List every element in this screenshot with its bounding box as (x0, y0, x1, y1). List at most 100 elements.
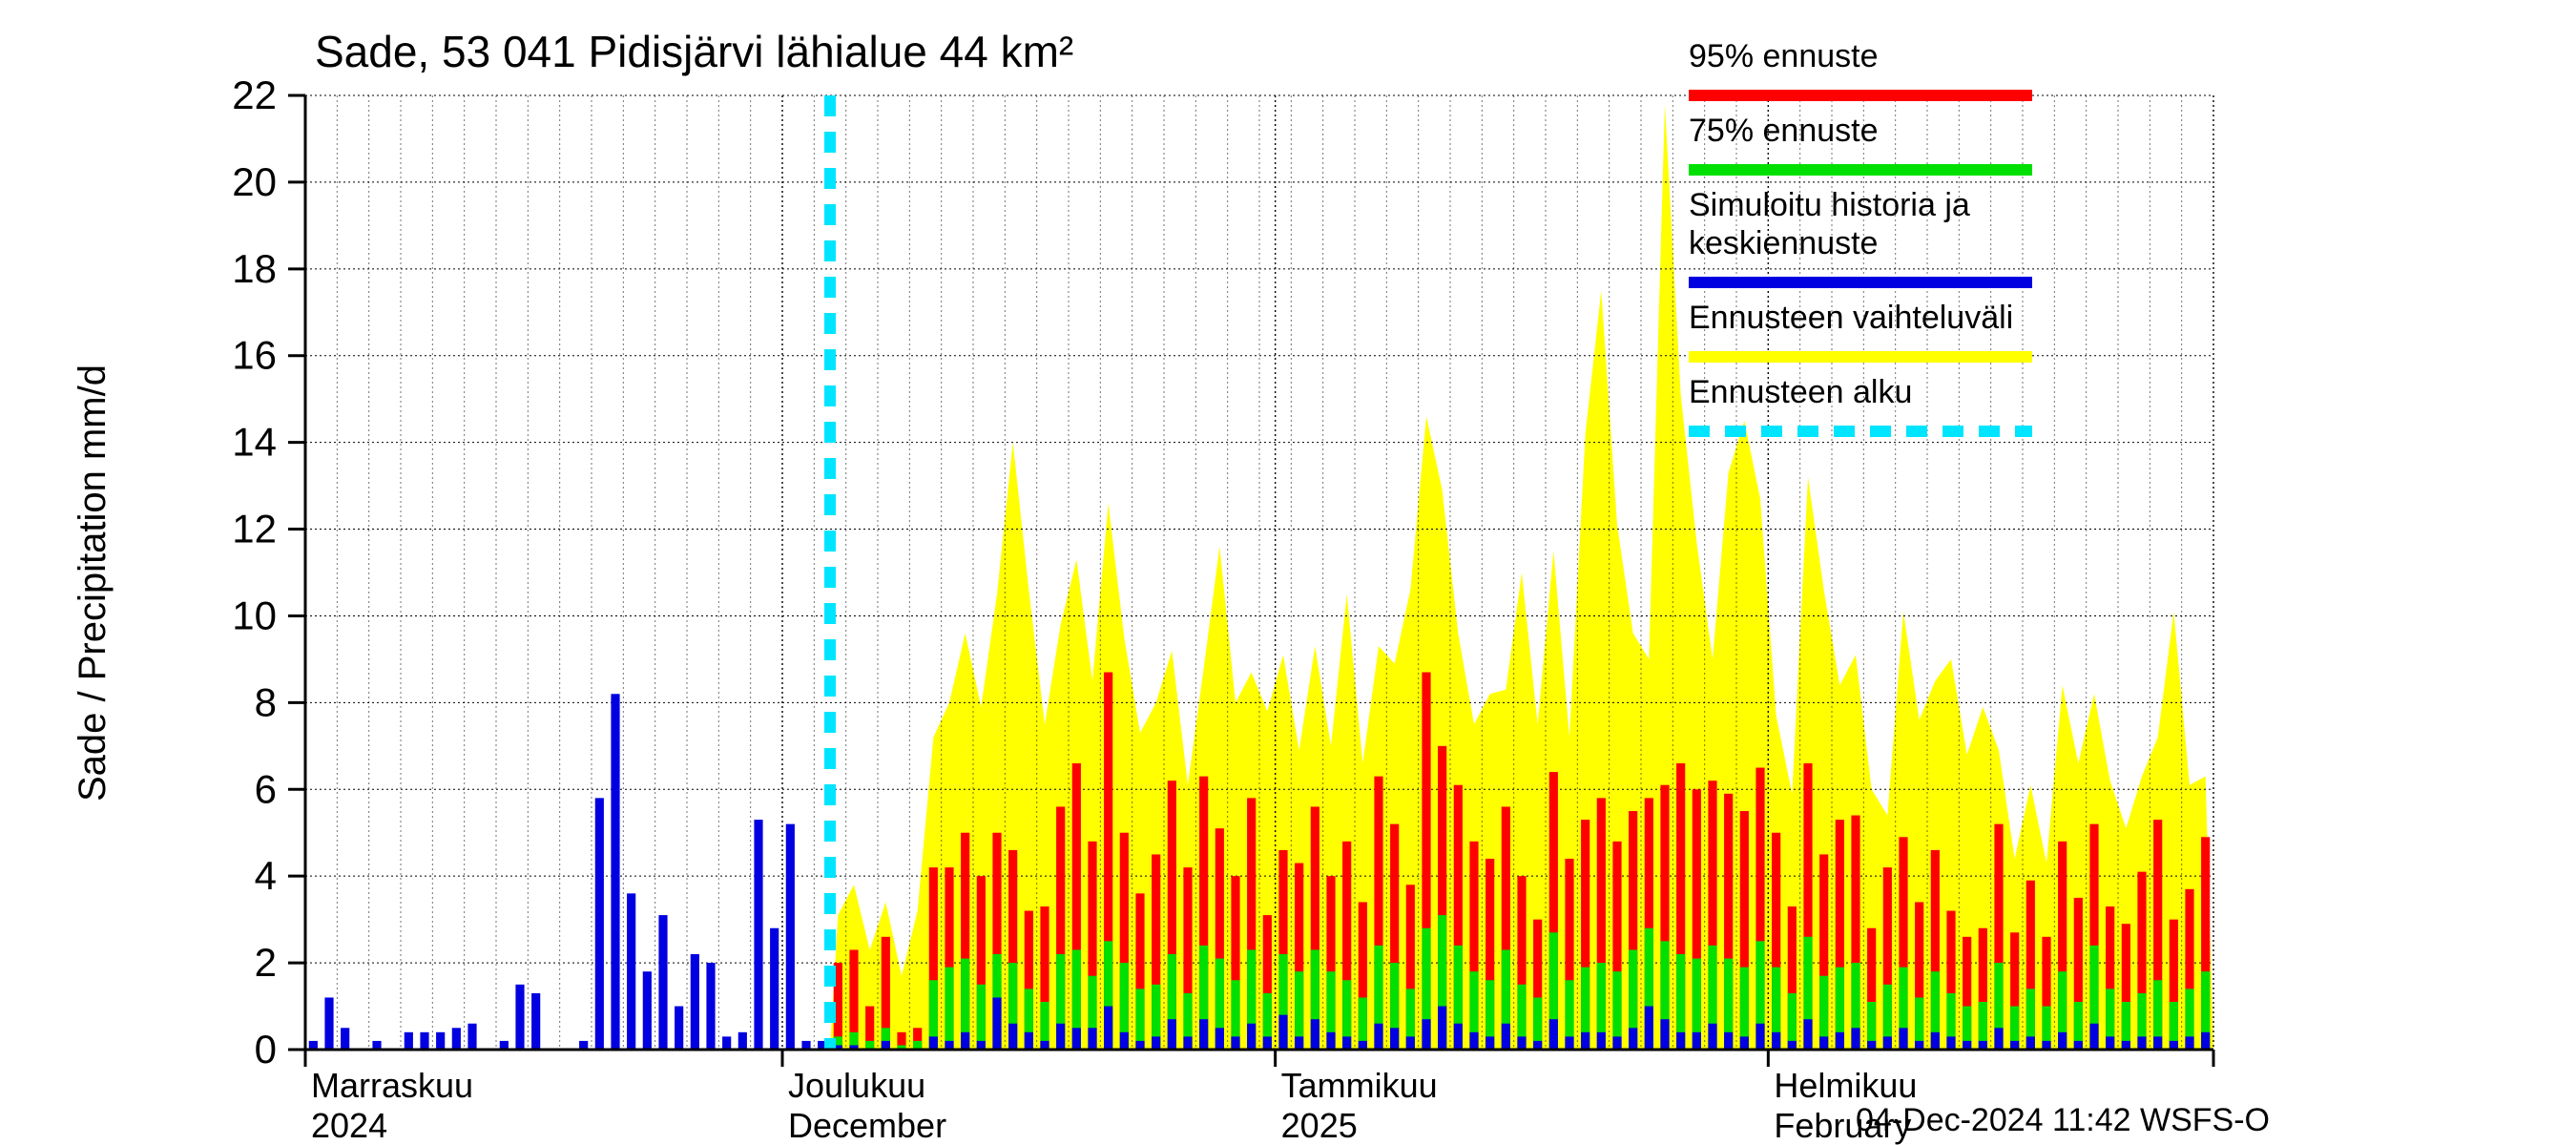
forecast-median-bar (2089, 1024, 2098, 1050)
forecast-median-bar (1263, 1036, 1272, 1050)
forecast-median-bar (1374, 1024, 1382, 1050)
history-bar (738, 1032, 747, 1050)
y-axis-label: Sade / Precipitation mm/d (72, 364, 114, 802)
forecast-median-bar (1502, 1024, 1510, 1050)
history-bar (770, 928, 779, 1050)
ytick-label: 2 (255, 940, 277, 985)
legend-label: Simuloitu historia ja (1689, 187, 1970, 223)
ytick-label: 18 (232, 246, 277, 291)
legend-swatch (1689, 277, 2032, 288)
legend-label: Ennusteen vaihteluväli (1689, 300, 2013, 336)
forecast-median-bar (1597, 1032, 1606, 1050)
forecast-median-bar (1168, 1019, 1176, 1050)
legend-swatch (1689, 351, 2032, 363)
ytick-label: 16 (232, 333, 277, 378)
ytick-label: 4 (255, 853, 277, 898)
forecast-median-bar (1422, 1019, 1430, 1050)
x-month-top: Marraskuu (311, 1066, 473, 1105)
forecast75-bar (945, 968, 953, 1050)
precipitation-chart: 0246810121416182022Marraskuu2024Joulukuu… (0, 0, 2576, 1145)
forecast-median-bar (1851, 1028, 1859, 1050)
forecast-median-bar (1836, 1032, 1844, 1050)
history-bar (627, 893, 635, 1050)
forecast-median-bar (1390, 1028, 1399, 1050)
ytick-label: 6 (255, 766, 277, 811)
x-month-bot: December (788, 1106, 946, 1145)
ytick-label: 8 (255, 679, 277, 724)
forecast-median-bar (1899, 1028, 1907, 1050)
legend-label: 75% ennuste (1689, 113, 1879, 149)
forecast-median-bar (1994, 1028, 2003, 1050)
forecast-median-bar (1056, 1024, 1065, 1050)
legend-label: 95% ennuste (1689, 38, 1879, 74)
footer-timestamp: 04-Dec-2024 11:42 WSFS-O (1856, 1102, 2270, 1138)
forecast-median-bar (2106, 1036, 2114, 1050)
forecast75-bar (1135, 989, 1144, 1050)
forecast-median-bar (1883, 1036, 1892, 1050)
history-bar (452, 1028, 461, 1050)
forecast-median-bar (1088, 1028, 1096, 1050)
history-bar (675, 1007, 683, 1050)
forecast-median-bar (1247, 1024, 1256, 1050)
forecast-median-bar (2137, 1036, 2146, 1050)
forecast-median-bar (929, 1036, 938, 1050)
forecast-median-bar (1120, 1032, 1129, 1050)
forecast-median-bar (2153, 1036, 2162, 1050)
forecast-median-bar (1278, 1015, 1287, 1050)
history-bar (691, 954, 699, 1050)
forecast-median-bar (1693, 1032, 1701, 1050)
forecast-median-bar (1660, 1019, 1669, 1050)
forecast-median-bar (1946, 1036, 1955, 1050)
forecast-median-bar (1708, 1024, 1716, 1050)
forecast-median-bar (1072, 1028, 1081, 1050)
forecast-median-bar (1724, 1032, 1733, 1050)
legend-label: Ennusteen alku (1689, 374, 1912, 410)
history-bar (786, 824, 795, 1050)
history-bar (467, 1024, 476, 1050)
forecast-median-bar (2058, 1032, 2067, 1050)
legend-label: keskiennuste (1689, 225, 1878, 261)
forecast-median-bar (1438, 1007, 1446, 1050)
forecast-median-bar (1581, 1032, 1589, 1050)
forecast-median-bar (1199, 1019, 1208, 1050)
history-bar (643, 971, 652, 1050)
forecast-median-bar (1295, 1036, 1303, 1050)
forecast-median-bar (1676, 1032, 1685, 1050)
forecast-median-bar (2185, 1036, 2193, 1050)
x-month-bot: 2024 (311, 1106, 387, 1145)
forecast-median-bar (1454, 1024, 1463, 1050)
forecast-median-bar (1326, 1032, 1335, 1050)
forecast-median-bar (1311, 1019, 1319, 1050)
ytick-label: 14 (232, 420, 277, 465)
ytick-label: 12 (232, 507, 277, 552)
grid (305, 95, 2213, 1050)
forecast-median-bar (1485, 1036, 1494, 1050)
chart-title: Sade, 53 041 Pidisjärvi lähialue 44 km² (315, 27, 1073, 76)
forecast-median-bar (1104, 1007, 1112, 1050)
forecast-median-bar (2026, 1036, 2035, 1050)
forecast-median-bar (1342, 1036, 1351, 1050)
forecast-median-bar (1152, 1036, 1160, 1050)
legend-swatch (1689, 90, 2032, 101)
forecast-median-bar (1803, 1019, 1812, 1050)
history-bar (420, 1032, 428, 1050)
history-bar (341, 1028, 349, 1050)
history-bar (722, 1036, 731, 1050)
ytick-label: 22 (232, 73, 277, 117)
history-bar (595, 798, 604, 1050)
forecast-median-bar (1025, 1032, 1033, 1050)
forecast-median-bar (1772, 1032, 1780, 1050)
history-bar (706, 963, 715, 1050)
forecast-median-bar (1215, 1028, 1224, 1050)
forecast-median-bar (1565, 1036, 1573, 1050)
forecast-median-bar (2201, 1032, 2210, 1050)
ytick-label: 0 (255, 1027, 277, 1072)
forecast-median-bar (961, 1032, 969, 1050)
history-bar (658, 915, 667, 1050)
forecast-median-bar (1612, 1036, 1621, 1050)
forecast-median-bar (1183, 1036, 1192, 1050)
x-month-top: Helmikuu (1774, 1066, 1917, 1105)
forecast-median-bar (1931, 1032, 1940, 1050)
forecast-median-bar (1469, 1032, 1478, 1050)
history-bar (405, 1032, 413, 1050)
